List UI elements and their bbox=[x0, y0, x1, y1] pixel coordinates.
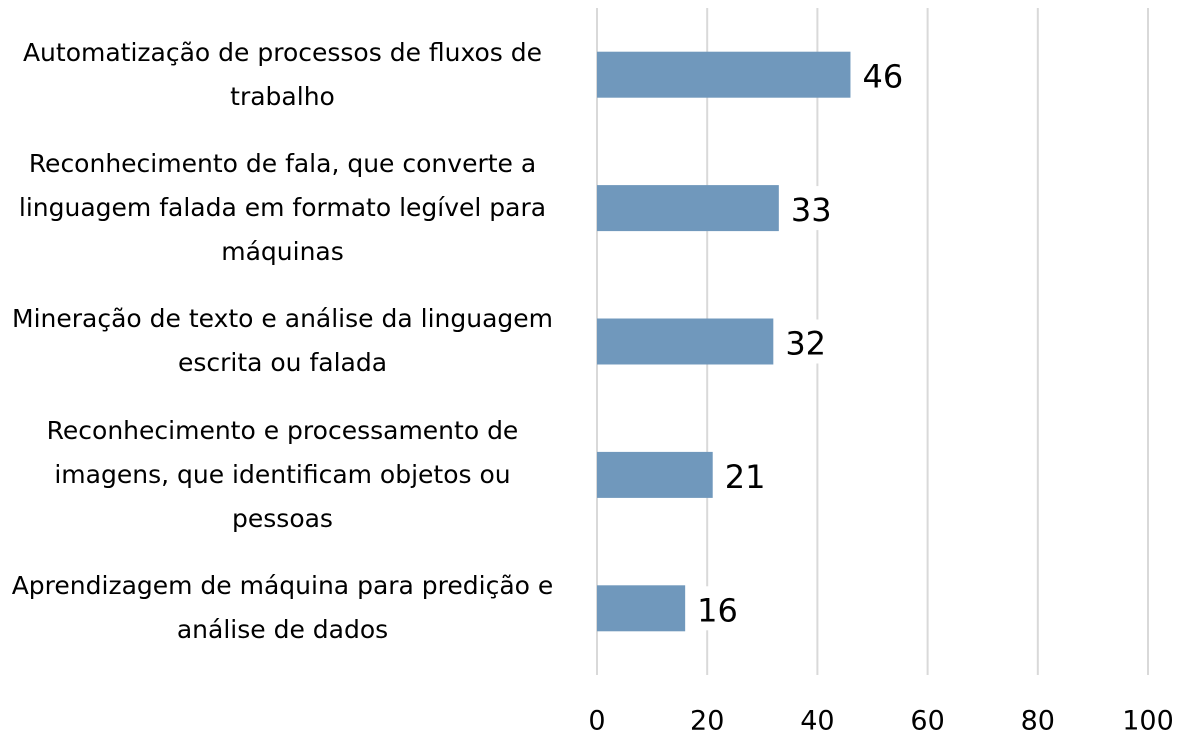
data-label: 33 bbox=[791, 191, 832, 229]
bar bbox=[597, 51, 851, 98]
data-label: 21 bbox=[725, 458, 766, 496]
data-label: 32 bbox=[785, 325, 826, 363]
category-label: Reconhecimento de fala, que converte a l… bbox=[18, 149, 547, 267]
x-tick-label: 60 bbox=[910, 706, 944, 737]
bar bbox=[597, 318, 774, 365]
bar bbox=[597, 585, 686, 632]
data-label: 46 bbox=[862, 58, 903, 96]
data-label: 16 bbox=[697, 591, 738, 629]
bar bbox=[597, 185, 779, 232]
x-tick-label: 20 bbox=[690, 706, 724, 737]
x-tick-label: 80 bbox=[1021, 706, 1055, 737]
x-tick-label: 0 bbox=[588, 706, 605, 737]
category-label: Mineração de texto e análise da linguage… bbox=[12, 304, 553, 378]
label-bg bbox=[786, 186, 836, 231]
label-bg bbox=[858, 52, 908, 97]
category-label: Automatização de processos de fluxos de … bbox=[22, 37, 543, 111]
label-bg bbox=[781, 319, 831, 364]
category-label: Reconhecimento e processamento de imagen… bbox=[46, 415, 519, 533]
label-bg bbox=[693, 586, 742, 631]
x-tick-label: 40 bbox=[800, 706, 834, 737]
label-bg bbox=[720, 452, 770, 497]
x-tick-label: 100 bbox=[1122, 706, 1174, 737]
category-label: Aprendizagem de máquina para predição e … bbox=[11, 571, 554, 645]
bar bbox=[597, 451, 713, 498]
